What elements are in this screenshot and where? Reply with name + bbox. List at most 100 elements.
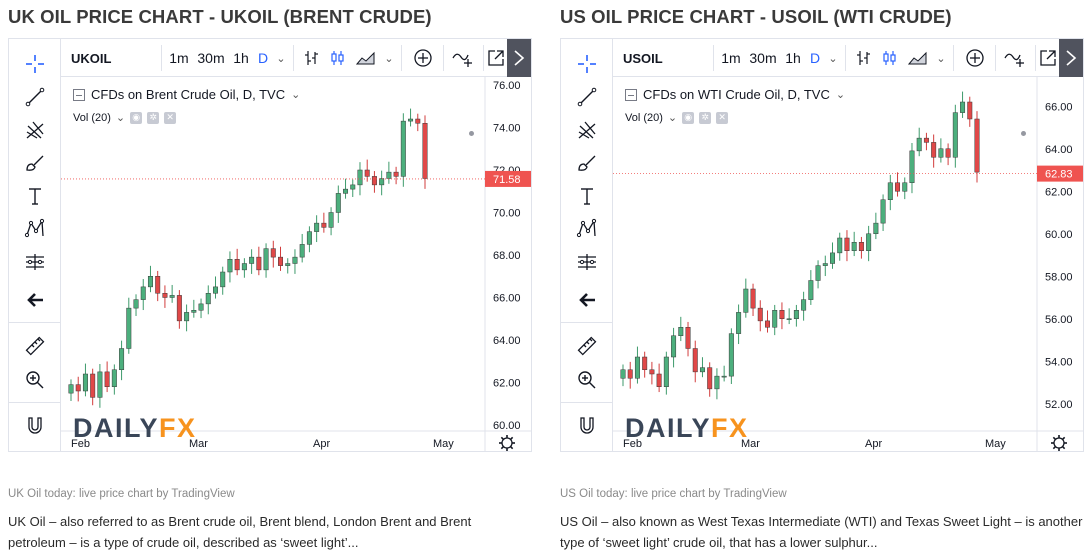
interval-d[interactable]: D xyxy=(257,50,269,66)
trend-line-icon[interactable] xyxy=(561,82,613,112)
brush-icon[interactable] xyxy=(9,148,61,178)
interval-1h[interactable]: 1h xyxy=(233,50,249,66)
symbol-search[interactable]: UKOIL xyxy=(71,50,112,66)
chevron-down-icon[interactable]: ⌄ xyxy=(835,89,846,101)
chevron-down-icon[interactable]: ⌄ xyxy=(115,112,126,124)
candle-body xyxy=(627,369,633,379)
candle-body xyxy=(880,199,886,224)
last-price-tag xyxy=(1037,165,1083,182)
us-oil-price-chart[interactable]: 66.00 64.00 62.00 60.00 58.00 56.00 54.00 52.00… xyxy=(613,77,1083,451)
chart-settings-icon[interactable] xyxy=(499,435,515,451)
candle-body xyxy=(952,112,958,158)
candle-body xyxy=(757,307,763,322)
ruler-icon[interactable] xyxy=(9,331,61,361)
chevron-down-icon[interactable]: ⌄ xyxy=(384,52,394,65)
candle-body xyxy=(967,101,973,120)
candle-body xyxy=(634,356,640,379)
price-tick-label: 64.00 xyxy=(493,335,521,347)
candle-body xyxy=(960,101,966,113)
pattern-icon[interactable] xyxy=(9,214,61,244)
candle-body xyxy=(68,384,74,394)
collapse-legend-icon[interactable] xyxy=(73,88,85,101)
candle-body xyxy=(328,212,334,228)
trend-line-icon[interactable] xyxy=(9,82,61,112)
candle-body xyxy=(808,280,814,300)
us-oil-chart-widget: USOIL 1m 30m 1h D ⌄ ⌄ 66.00 64.00 62.00 60.… xyxy=(560,38,1084,452)
uk-oil-caption: UK Oil today: live price chart by Tradin… xyxy=(8,488,235,500)
crosshair-icon[interactable] xyxy=(9,49,61,79)
popout-icon[interactable] xyxy=(1037,39,1059,77)
candle-body xyxy=(379,178,385,186)
dailyfx-logo: DAILYFX xyxy=(73,413,197,443)
back-arrow-icon[interactable] xyxy=(561,285,613,315)
us-oil-caption: US Oil today: live price chart by Tradin… xyxy=(560,488,787,500)
candle-body xyxy=(364,169,370,177)
close-icon[interactable]: ✕ xyxy=(164,111,177,124)
measure-icon[interactable] xyxy=(561,247,613,277)
zoom-icon[interactable] xyxy=(9,365,61,395)
candle-body xyxy=(902,182,908,192)
collapse-legend-icon[interactable] xyxy=(625,88,637,101)
eye-icon[interactable]: ◉ xyxy=(130,111,143,124)
back-arrow-icon[interactable] xyxy=(9,285,61,315)
candle-body xyxy=(895,182,901,192)
collapse-panel-button[interactable] xyxy=(507,39,531,77)
pattern-icon[interactable] xyxy=(561,214,613,244)
add-indicator-icon[interactable] xyxy=(405,39,441,77)
uk-oil-heading: UK OIL PRICE CHART - UKOIL (BRENT CRUDE) xyxy=(8,6,432,27)
area-style-icon[interactable] xyxy=(351,39,381,77)
bar-style-icon[interactable] xyxy=(851,39,877,77)
fib-icon[interactable] xyxy=(9,115,61,145)
uk-oil-price-chart[interactable]: 76.0074.0072.0070.0068.0066.0064.0062.00… xyxy=(61,77,531,451)
text-icon[interactable] xyxy=(561,181,613,211)
symbol-search[interactable]: USOIL xyxy=(623,50,663,66)
interval-1h[interactable]: 1h xyxy=(785,50,801,66)
text-icon[interactable] xyxy=(9,181,61,211)
collapse-panel-button[interactable] xyxy=(1059,39,1083,77)
area-style-icon[interactable] xyxy=(903,39,933,77)
settings-icon[interactable]: ✲ xyxy=(699,111,712,124)
eye-icon[interactable]: ◉ xyxy=(682,111,695,124)
chevron-down-icon[interactable]: ⌄ xyxy=(936,52,946,65)
candle-body xyxy=(357,169,363,186)
ruler-icon[interactable] xyxy=(561,331,613,361)
candle-style-icon[interactable] xyxy=(325,39,351,77)
fib-icon[interactable] xyxy=(561,115,613,145)
interval-d[interactable]: D xyxy=(809,50,821,66)
magnet-icon[interactable] xyxy=(9,411,61,441)
compare-icon[interactable] xyxy=(445,39,481,77)
chevron-down-icon[interactable]: ⌄ xyxy=(667,112,678,124)
candle-body xyxy=(793,310,799,319)
zoom-icon[interactable] xyxy=(561,365,613,395)
chart-settings-icon[interactable] xyxy=(1051,435,1067,451)
candle-body xyxy=(743,288,749,313)
candle-style-icon[interactable] xyxy=(877,39,903,77)
interval-1m[interactable]: 1m xyxy=(169,50,189,66)
price-tick-label: 66.00 xyxy=(493,293,521,305)
chevron-down-icon[interactable]: ⌄ xyxy=(291,89,301,101)
popout-icon[interactable] xyxy=(485,39,507,77)
add-indicator-icon[interactable] xyxy=(957,39,993,77)
candle-body xyxy=(678,327,684,336)
candle-body xyxy=(649,369,655,375)
chevron-down-icon[interactable]: ⌄ xyxy=(828,52,838,65)
brush-icon[interactable] xyxy=(561,148,613,178)
candle-body xyxy=(162,293,168,298)
interval-30m[interactable]: 30m xyxy=(197,50,225,66)
close-icon[interactable]: ✕ xyxy=(716,111,729,124)
candle-body xyxy=(321,222,327,228)
time-tick-label: May xyxy=(985,438,1006,450)
interval-1m[interactable]: 1m xyxy=(721,50,741,66)
price-tick-label: 52.00 xyxy=(1045,399,1073,411)
settings-icon[interactable]: ✲ xyxy=(147,111,160,124)
interval-30m[interactable]: 30m xyxy=(749,50,777,66)
measure-icon[interactable] xyxy=(9,247,61,277)
compare-icon[interactable] xyxy=(997,39,1033,77)
magnet-icon[interactable] xyxy=(561,411,613,441)
chart-header-toolbar: UKOIL 1m 30m 1h D ⌄ ⌄ xyxy=(61,39,531,77)
price-tick-label: 70.00 xyxy=(493,208,521,220)
candle-body xyxy=(133,299,139,309)
chevron-down-icon[interactable]: ⌄ xyxy=(276,52,286,65)
crosshair-icon[interactable] xyxy=(561,49,613,79)
bar-style-icon[interactable] xyxy=(299,39,325,77)
